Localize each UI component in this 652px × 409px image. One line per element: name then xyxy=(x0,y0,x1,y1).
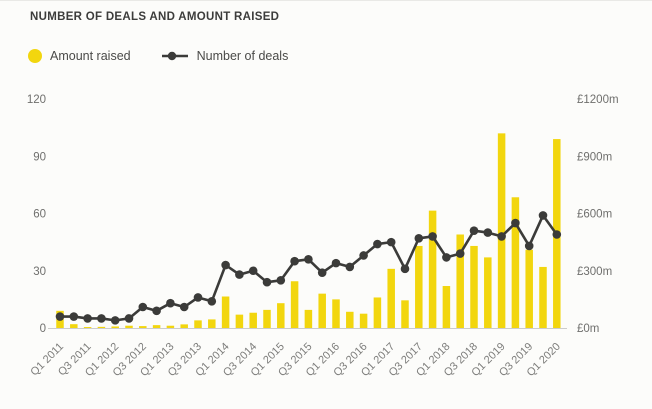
bar-amount-raised xyxy=(111,326,119,328)
bar-amount-raised xyxy=(497,133,506,328)
point-number-of-deals xyxy=(511,218,520,228)
point-number-of-deals xyxy=(538,211,548,220)
line-number-of-deals xyxy=(60,214,558,322)
bar-amount-raised xyxy=(539,266,547,328)
point-number-of-deals xyxy=(262,277,272,287)
point-number-of-deals xyxy=(207,296,217,306)
bar-amount-raised xyxy=(401,300,409,328)
bar-amount-raised xyxy=(125,325,133,328)
bar-amount-raised xyxy=(290,281,299,328)
point-number-of-deals xyxy=(373,239,382,249)
bar-amount-raised xyxy=(304,309,313,328)
right-axis-tick-label: £600m xyxy=(577,209,612,221)
chart-title: NUMBER OF DEALS AND AMOUNT RAISED xyxy=(30,11,280,23)
point-number-of-deals xyxy=(152,306,161,316)
right-axis-tick-label: £300m xyxy=(577,266,612,278)
point-number-of-deals xyxy=(248,266,258,276)
bar-amount-raised xyxy=(373,297,382,328)
bar-amount-raised xyxy=(249,312,257,328)
point-number-of-deals xyxy=(69,312,79,321)
legend-label-amount-raised: Amount raised xyxy=(50,49,131,63)
amount-raised-swatch-icon xyxy=(28,49,42,63)
point-number-of-deals xyxy=(524,241,534,251)
legend-item-amount-raised: Amount raised xyxy=(28,49,131,63)
point-number-of-deals xyxy=(400,264,410,274)
point-number-of-deals xyxy=(110,316,120,325)
point-number-of-deals xyxy=(166,298,175,308)
bar-amount-raised xyxy=(263,309,271,328)
point-number-of-deals xyxy=(235,270,244,279)
point-number-of-deals xyxy=(138,302,148,312)
point-number-of-deals xyxy=(55,312,65,321)
bar-amount-raised xyxy=(97,326,106,328)
point-number-of-deals xyxy=(124,314,134,323)
chart-legend: Amount raised Number of deals xyxy=(28,49,288,63)
number-of-deals-marker-icon xyxy=(161,51,188,61)
bar-amount-raised xyxy=(456,234,464,328)
right-axis-tick-label: £900m xyxy=(577,151,612,163)
right-axis-tick-label: £1200m xyxy=(577,94,619,106)
bar-amount-raised xyxy=(484,257,492,328)
point-number-of-deals xyxy=(179,302,189,312)
bar-amount-raised xyxy=(277,303,285,328)
bar-amount-raised xyxy=(346,311,354,328)
point-number-of-deals xyxy=(428,232,437,241)
point-number-of-deals xyxy=(386,237,396,247)
bar-amount-raised xyxy=(70,324,78,328)
left-axis-tick-label: 60 xyxy=(33,209,46,221)
point-number-of-deals xyxy=(552,230,562,239)
point-number-of-deals xyxy=(455,249,465,258)
point-number-of-deals xyxy=(317,268,327,277)
left-axis-tick-label: 120 xyxy=(27,94,46,106)
bar-amount-raised xyxy=(359,313,368,328)
point-number-of-deals xyxy=(469,226,479,235)
bar-amount-raised xyxy=(442,286,451,328)
right-axis-tick-label: £0m xyxy=(577,323,599,335)
point-number-of-deals xyxy=(193,293,203,302)
left-axis-tick-label: 90 xyxy=(33,151,46,163)
bar-amount-raised xyxy=(235,314,244,328)
point-number-of-deals xyxy=(221,260,230,270)
bar-amount-raised xyxy=(511,197,520,328)
point-number-of-deals xyxy=(359,251,368,260)
bar-amount-raised xyxy=(415,245,423,328)
point-number-of-deals xyxy=(276,275,286,285)
bar-amount-raised xyxy=(83,327,92,328)
bar-amount-raised xyxy=(221,296,230,328)
point-number-of-deals xyxy=(290,256,299,266)
left-axis-tick-label: 0 xyxy=(40,323,46,335)
legend-item-number-of-deals: Number of deals xyxy=(161,49,289,63)
bar-amount-raised xyxy=(139,326,147,328)
bar-amount-raised xyxy=(152,325,161,328)
point-number-of-deals xyxy=(414,234,424,243)
bar-amount-raised xyxy=(428,210,437,328)
legend-label-number-of-deals: Number of deals xyxy=(196,49,289,63)
point-number-of-deals xyxy=(83,314,92,323)
point-number-of-deals xyxy=(483,228,493,237)
bar-amount-raised xyxy=(208,319,216,328)
bar-amount-raised xyxy=(470,245,478,328)
bar-amount-raised xyxy=(318,293,326,328)
bar-amount-raised xyxy=(180,324,188,328)
point-number-of-deals xyxy=(331,258,341,268)
point-number-of-deals xyxy=(304,254,313,264)
bar-amount-raised xyxy=(387,268,395,328)
bar-amount-raised xyxy=(194,320,202,328)
bar-amount-raised xyxy=(166,325,175,328)
point-number-of-deals xyxy=(497,232,506,241)
point-number-of-deals xyxy=(345,262,355,272)
left-axis-tick-label: 30 xyxy=(33,266,46,278)
point-number-of-deals xyxy=(442,253,451,262)
point-number-of-deals xyxy=(97,314,106,323)
bar-amount-raised xyxy=(332,299,340,328)
bar-amount-raised xyxy=(525,249,533,328)
